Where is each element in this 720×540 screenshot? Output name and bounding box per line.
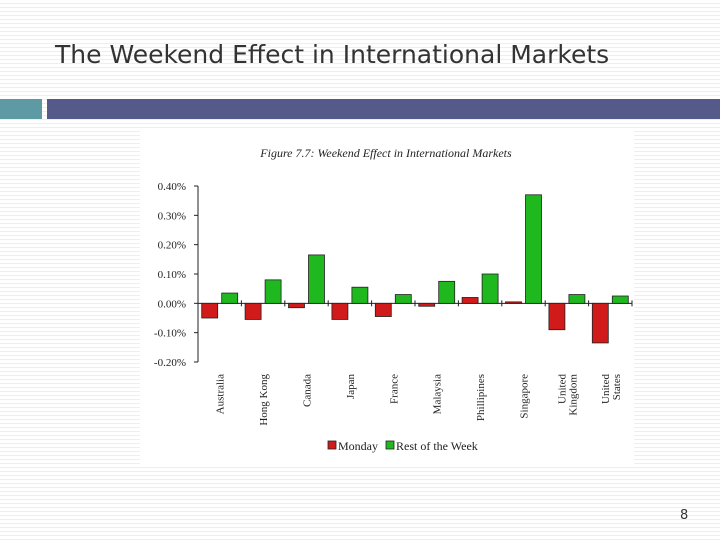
category-label: Australia bbox=[215, 374, 227, 414]
monday-bar-hong-kong bbox=[244, 302, 262, 320]
legend-swatch bbox=[385, 440, 395, 450]
rest-of-week-bar-united-states bbox=[611, 295, 629, 304]
page-number: 8 bbox=[680, 508, 689, 523]
category-label: France bbox=[388, 374, 400, 404]
weekend-effect-chart: Figure 7.7: Weekend Effect in Internatio… bbox=[154, 146, 633, 453]
rest-of-week-bar-hong-kong bbox=[264, 279, 282, 304]
category-label: Malaysia bbox=[432, 374, 444, 414]
chart-figure: Figure 7.7: Weekend Effect in Internatio… bbox=[140, 130, 634, 464]
rest-of-week-bar-france bbox=[394, 294, 412, 304]
chart-category-labels: Australia Hong Kong Canada Japan France Malay… bbox=[215, 374, 623, 426]
y-tick-label: 0.30% bbox=[158, 210, 186, 222]
y-tick-label: 0.40% bbox=[158, 181, 186, 193]
slide-title: The Weekend Effect in International Mark… bbox=[55, 40, 610, 69]
monday-bar-australia bbox=[201, 302, 219, 319]
chart-bars bbox=[201, 194, 629, 344]
category-label: Canada bbox=[302, 374, 314, 407]
monday-bar-united-kingdom bbox=[548, 302, 566, 331]
y-tick-label: 0.20% bbox=[158, 240, 186, 252]
legend-swatch bbox=[327, 440, 337, 450]
rest-of-week-bar-phillipines bbox=[481, 273, 499, 304]
category-label: Japan bbox=[345, 374, 357, 400]
y-tick-label: -0.10% bbox=[154, 328, 186, 340]
rest-of-week-bar-australia bbox=[221, 292, 239, 304]
category-label: UnitedKingdom bbox=[556, 374, 579, 416]
y-tick-label: 0.00% bbox=[158, 298, 186, 310]
monday-bar-malaysia bbox=[418, 302, 436, 307]
legend-label: Monday bbox=[338, 439, 378, 453]
category-label: UnitedStates bbox=[600, 374, 623, 404]
rest-of-week-bar-united-kingdom bbox=[568, 294, 586, 304]
category-label: Singapore bbox=[519, 374, 531, 419]
monday-bar-canada bbox=[288, 302, 305, 309]
accent-bar-left bbox=[0, 99, 42, 119]
category-label: Hong Kong bbox=[258, 374, 270, 426]
chart-axes: 0.40% 0.30% 0.20% 0.10% 0.00% -0.10% -0.20% bbox=[154, 181, 633, 369]
chart-title: Figure 7.7: Weekend Effect in Internatio… bbox=[259, 146, 512, 160]
rest-of-week-bar-malaysia bbox=[438, 280, 456, 304]
monday-bar-united-states bbox=[591, 302, 609, 344]
y-tick-label: 0.10% bbox=[158, 269, 186, 281]
rest-of-week-bar-canada bbox=[308, 254, 325, 304]
monday-bar-phillipines bbox=[461, 297, 479, 304]
chart-legend: Monday Rest of the Week bbox=[327, 439, 478, 453]
monday-bar-singapore bbox=[505, 301, 522, 304]
legend-label: Rest of the Week bbox=[396, 439, 478, 453]
rest-of-week-bar-singapore bbox=[525, 194, 542, 304]
category-label: Phillipines bbox=[475, 374, 487, 421]
accent-bar-right bbox=[47, 99, 720, 119]
y-tick-label: -0.20% bbox=[154, 357, 186, 369]
rest-of-week-bar-japan bbox=[351, 286, 369, 304]
monday-bar-japan bbox=[331, 302, 349, 320]
monday-bar-france bbox=[374, 302, 392, 317]
